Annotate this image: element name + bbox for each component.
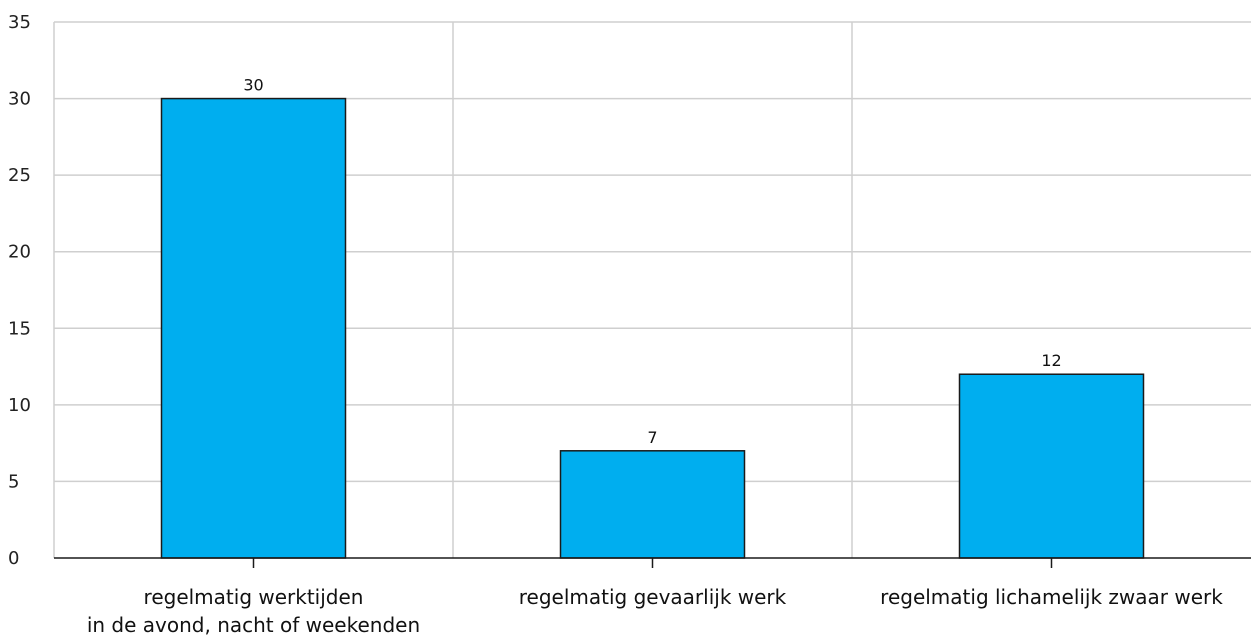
y-tick-label-5: 5 bbox=[8, 471, 19, 492]
y-tick-label-25: 25 bbox=[8, 165, 31, 186]
data-label-1: 7 bbox=[647, 428, 657, 447]
data-label-2: 12 bbox=[1041, 351, 1061, 370]
category-label-line: regelmatig gevaarlijk werk bbox=[519, 585, 787, 609]
y-tick-label-15: 15 bbox=[8, 318, 31, 339]
axes bbox=[54, 557, 1251, 568]
labels: 30 7 12 regelmatig werktijden in de avond, n… bbox=[8, 12, 1223, 637]
y-tick-label-30: 30 bbox=[8, 89, 31, 110]
category-label-line: regelmatig lichamelijk zwaar werk bbox=[880, 585, 1223, 609]
category-label-1: regelmatig gevaarlijk werk bbox=[519, 585, 787, 609]
bar-1 bbox=[559, 450, 746, 559]
y-tick-label-20: 20 bbox=[8, 242, 31, 263]
data-label-0: 30 bbox=[243, 76, 263, 95]
y-tick-label-10: 10 bbox=[8, 395, 31, 416]
category-label-0: regelmatig werktijden in de avond, nacht … bbox=[87, 585, 420, 637]
category-label-line: in de avond, nacht of weekenden bbox=[87, 613, 420, 637]
category-label-2: regelmatig lichamelijk zwaar werk bbox=[880, 585, 1223, 609]
bar-0 bbox=[160, 97, 347, 559]
y-tick-label-0: 0 bbox=[8, 548, 19, 569]
category-label-line: regelmatig werktijden bbox=[144, 585, 364, 609]
bar-2 bbox=[958, 373, 1145, 559]
y-tick-label-35: 35 bbox=[8, 12, 31, 33]
